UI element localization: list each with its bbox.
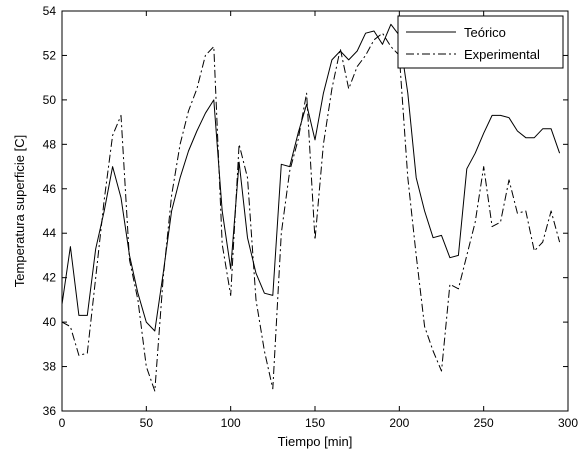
y-tick-label: 50 <box>43 93 57 107</box>
y-axis-label: Temperatura superficie [C] <box>12 135 27 287</box>
x-tick-label: 150 <box>305 416 325 430</box>
x-tick-label: 250 <box>474 416 494 430</box>
x-axis-label: Tiempo [min] <box>278 434 353 449</box>
legend-label-teorico: Teórico <box>464 25 506 40</box>
series-line-teorico <box>62 23 561 332</box>
y-axis: 36 38 40 42 44 46 48 50 52 54 <box>43 4 568 418</box>
y-tick-label: 54 <box>43 4 57 18</box>
x-tick-label: 0 <box>59 416 66 430</box>
y-tick-label: 52 <box>43 48 57 62</box>
x-tick-label: 100 <box>221 416 241 430</box>
y-tick-label: 42 <box>43 271 57 285</box>
y-tick-label: 44 <box>43 226 57 240</box>
y-tick-label: 36 <box>43 404 57 418</box>
y-tick-label: 40 <box>43 315 57 329</box>
legend: Teórico Experimental <box>397 15 564 69</box>
legend-label-experimental: Experimental <box>464 47 540 62</box>
x-tick-label: 50 <box>140 416 154 430</box>
x-axis: 0 50 100 150 200 250 300 <box>59 11 578 430</box>
x-tick-label: 200 <box>389 416 409 430</box>
series-layer <box>62 23 561 392</box>
y-tick-label: 48 <box>43 137 57 151</box>
y-tick-label: 38 <box>43 360 57 374</box>
x-tick-label: 300 <box>558 416 578 430</box>
series-line-experimental <box>62 32 561 392</box>
y-tick-label: 46 <box>43 182 57 196</box>
legend-box <box>397 15 564 69</box>
